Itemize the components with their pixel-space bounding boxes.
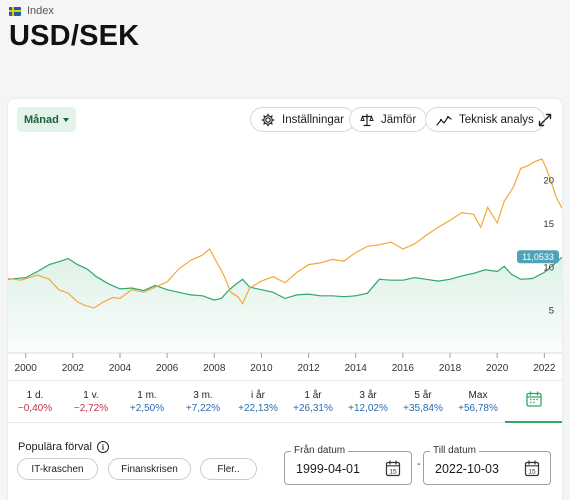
- y-tick-label: 10: [543, 262, 554, 273]
- period-label: 1 år: [304, 390, 322, 401]
- custom-period-tab[interactable]: [505, 381, 562, 423]
- calendar-15-icon[interactable]: 15: [385, 460, 401, 482]
- page-title: USD/SEK: [9, 20, 140, 52]
- x-tick-label: 2016: [392, 363, 415, 374]
- x-tick-label: 2006: [156, 363, 179, 374]
- period-change: +22,13%: [238, 403, 278, 414]
- x-tick-label: 2020: [486, 363, 509, 374]
- scale-icon: [360, 113, 374, 127]
- period-change: +2,50%: [129, 403, 165, 414]
- period-label: 1 v.: [83, 390, 99, 401]
- period-label: 3 år: [359, 390, 377, 401]
- period-change: −0,40%: [17, 403, 53, 414]
- date-range-separator: -: [417, 458, 421, 470]
- period-label: 1 d.: [26, 390, 44, 401]
- period-tab[interactable]: Max +56,78%: [451, 381, 505, 423]
- x-tick-label: 2014: [345, 363, 368, 374]
- period-label: 5 år: [414, 390, 432, 401]
- trend-line-icon: [436, 113, 452, 127]
- period-label: 1 m.: [137, 390, 157, 401]
- fullscreen-icon[interactable]: [536, 111, 554, 129]
- price-chart[interactable]: 2000 2002 2004 2006 2008 2010 2012 2014 2016 2018…: [8, 145, 562, 380]
- period-label: 3 m.: [193, 390, 213, 401]
- last-value-badge: [517, 250, 559, 264]
- from-date-field[interactable]: Från datum 1999-04-01 15: [284, 445, 412, 485]
- from-date-label: Från datum: [291, 445, 349, 456]
- x-tick-label: 2022: [533, 363, 556, 374]
- x-tick-label: 2002: [62, 363, 85, 374]
- popular-presets-title: Populära förval: [18, 441, 92, 453]
- x-tick-label: 2000: [15, 363, 38, 374]
- calendar-icon: [525, 390, 543, 413]
- x-tick-label: 2012: [297, 363, 320, 374]
- from-date-value: 1999-04-01: [296, 462, 360, 476]
- compare-button[interactable]: Jämför: [349, 107, 428, 132]
- settings-button[interactable]: Inställningar: [250, 107, 356, 132]
- sweden-flag-icon: [9, 6, 21, 16]
- interval-label: Månad: [24, 113, 59, 126]
- preset-chip-it-crash[interactable]: IT-kraschen: [17, 458, 98, 480]
- gear-icon: [261, 113, 275, 127]
- y-tick-label: 15: [543, 219, 554, 230]
- period-returns-bar: 1 d. −0,40% 1 v. −2,72% 1 m. +2,50% 3 m. +7,22%…: [8, 380, 562, 423]
- series-line: [8, 256, 562, 301]
- technical-analysis-label: Teknisk analys: [459, 113, 534, 126]
- page-header: Index USD/SEK: [0, 0, 570, 100]
- to-date-field[interactable]: Till datum 2022-10-03 15: [423, 445, 551, 485]
- preset-chip-more[interactable]: Fler..: [200, 458, 257, 480]
- period-label: i år: [251, 390, 265, 401]
- to-date-label: Till datum: [430, 445, 479, 456]
- chart-card: Månad Inställningar Jämför Teknisk analy…: [8, 99, 562, 500]
- calendar-15-icon[interactable]: 15: [524, 460, 540, 482]
- x-tick-label: 2010: [250, 363, 273, 374]
- svg-text:15: 15: [389, 469, 397, 476]
- to-date-value: 2022-10-03: [435, 462, 499, 476]
- period-change: +12,02%: [348, 403, 388, 414]
- svg-text:15: 15: [528, 469, 536, 476]
- x-tick-label: 2018: [439, 363, 462, 374]
- interval-dropdown[interactable]: Månad: [17, 107, 76, 132]
- y-tick-label: 20: [543, 176, 554, 187]
- period-tab[interactable]: 1 m. +2,50%: [120, 381, 174, 423]
- period-tab[interactable]: 3 år +12,02%: [341, 381, 395, 423]
- breadcrumb[interactable]: Index: [9, 5, 54, 17]
- popular-presets-heading: Populära förval i: [18, 441, 109, 453]
- caret-down-icon: [62, 117, 69, 122]
- breadcrumb-label: Index: [27, 5, 54, 17]
- preset-chip-financial-crisis[interactable]: Finanskrisen: [108, 458, 191, 480]
- period-tab[interactable]: 5 år +35,84%: [396, 381, 450, 423]
- period-tab[interactable]: 1 d. −0,40%: [8, 381, 62, 423]
- series-line: [8, 158, 562, 309]
- period-tab[interactable]: 3 m. +7,22%: [176, 381, 230, 423]
- last-value-label: 11,0533: [522, 252, 554, 262]
- technical-analysis-button[interactable]: Teknisk analys: [425, 107, 545, 132]
- period-change: −2,72%: [73, 403, 109, 414]
- info-icon[interactable]: i: [97, 441, 109, 453]
- y-tick-label: 5: [549, 306, 554, 317]
- period-change: +7,22%: [185, 403, 221, 414]
- period-change: +35,84%: [403, 403, 443, 414]
- period-change: +56,78%: [458, 403, 498, 414]
- x-tick-label: 2004: [109, 363, 132, 374]
- period-tab[interactable]: i år +22,13%: [231, 381, 285, 423]
- period-label: Max: [468, 390, 488, 401]
- compare-label: Jämför: [381, 113, 417, 126]
- series-area-fill: [8, 257, 562, 353]
- period-tab[interactable]: 1 år +26,31%: [286, 381, 340, 423]
- x-tick-label: 2008: [203, 363, 226, 374]
- period-change: +26,31%: [293, 403, 333, 414]
- period-tab[interactable]: 1 v. −2,72%: [64, 381, 118, 423]
- settings-label: Inställningar: [282, 113, 345, 126]
